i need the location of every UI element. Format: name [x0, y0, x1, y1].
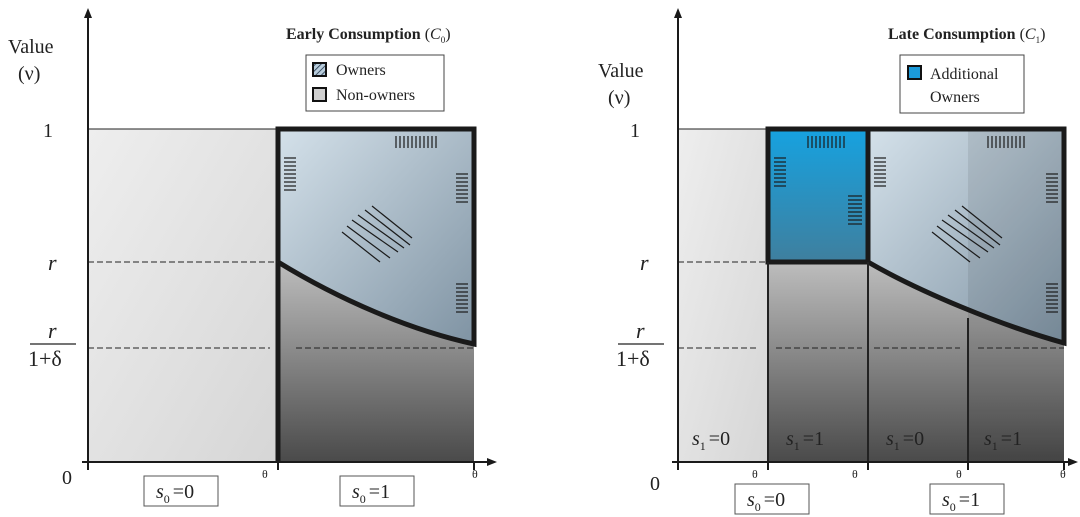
- left-y-axis-symbol: (ν): [18, 63, 40, 85]
- right-nonowners-s1-1: [768, 262, 868, 462]
- right-inner-s1-1-b: s1 =1: [984, 428, 1022, 453]
- legend-additional-owners-swatch: [907, 65, 922, 80]
- left-title: Early Consumption (C0): [286, 26, 451, 45]
- left-theta-2: θ: [472, 467, 478, 481]
- legend-nonowners-label: Non-owners: [336, 87, 415, 104]
- right-tick-r: r: [640, 250, 649, 275]
- left-tick-r-denominator: 1+δ: [28, 346, 62, 371]
- left-legend: [305, 54, 445, 112]
- left-state-s0-1: s0 =1: [352, 481, 390, 506]
- legend-owners-swatch: [312, 62, 327, 77]
- right-panel: Value (ν) 1 r r 1+δ 0 θ θ θ θ s1 =0 s1 =1 …: [598, 8, 1078, 515]
- legend-owners-label-2: Owners: [930, 89, 980, 106]
- right-title: Late Consumption (C1): [888, 26, 1045, 45]
- left-tick-r-numerator: r: [48, 318, 57, 343]
- left-nonowners-region: [278, 262, 474, 462]
- left-tick-one: 1: [43, 120, 53, 142]
- left-y-axis-label: Value: [8, 36, 54, 58]
- right-tick-r-denominator: 1+δ: [616, 346, 650, 371]
- right-y-axis-symbol: (ν): [608, 87, 630, 109]
- right-region-s1-0-a: [678, 129, 768, 462]
- right-inner-s1-0-a: s1 =0: [692, 428, 730, 453]
- right-nonowners-s0-1: [868, 262, 1064, 462]
- right-theta-3: θ: [956, 467, 962, 481]
- right-inner-s1-0-b: s1 =0: [886, 428, 924, 453]
- right-legend: [899, 54, 1025, 114]
- legend-owners-label: Owners: [336, 62, 386, 79]
- right-tick-zero: 0: [650, 473, 660, 495]
- left-tick-zero: 0: [62, 467, 72, 489]
- right-state-s0-0: s0 =0: [747, 489, 785, 514]
- right-hatch-marks: [774, 136, 1058, 313]
- legend-additional-label: Additional: [930, 66, 999, 83]
- right-theta-4: θ: [1060, 467, 1066, 481]
- right-tick-r-numerator: r: [636, 318, 645, 343]
- right-y-axis-label: Value: [598, 60, 644, 82]
- left-region-s0-0: [88, 129, 278, 462]
- right-inner-s1-1-a: s1 =1: [786, 428, 824, 453]
- right-state-s0-1: s0 =1: [942, 489, 980, 514]
- right-theta-2: θ: [852, 467, 858, 481]
- left-state-s0-0: s0 =0: [156, 481, 194, 506]
- left-theta-1: θ: [262, 467, 268, 481]
- right-theta-1: θ: [752, 467, 758, 481]
- right-tick-one: 1: [630, 120, 640, 142]
- left-tick-r: r: [48, 250, 57, 275]
- left-panel: Value (ν) 1 r r 1+δ 0 θ θ s0 =0 s0 =1 Earl…: [8, 8, 497, 507]
- legend-nonowners-swatch: [312, 87, 327, 102]
- left-hatch-marks: [284, 136, 468, 313]
